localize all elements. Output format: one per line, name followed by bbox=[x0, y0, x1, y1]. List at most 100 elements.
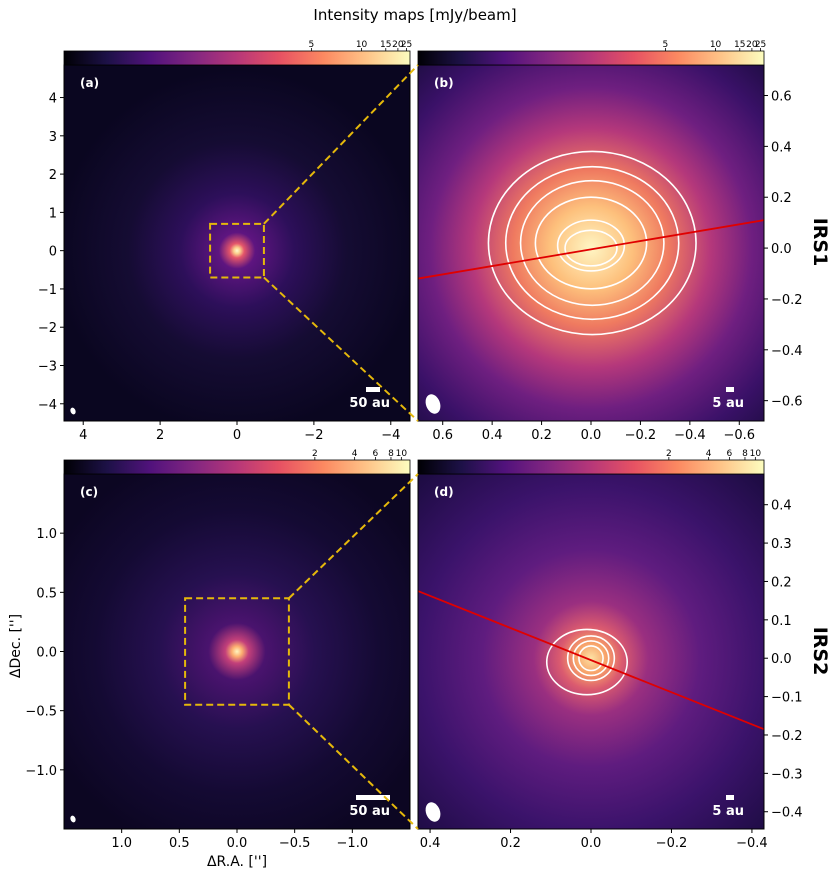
y-tick-a-4: 0 bbox=[49, 245, 57, 260]
contour-b-1 bbox=[504, 165, 680, 321]
connector-top-c-d bbox=[288, 473, 419, 599]
scale-bar-d bbox=[726, 795, 734, 800]
colorbar-tick-c-3: 8 bbox=[388, 449, 394, 459]
x-tick-b-5: −0.4 bbox=[674, 428, 706, 443]
x-tick-a-4: −4 bbox=[381, 428, 400, 443]
y-tick-c-1: 0.5 bbox=[36, 586, 57, 601]
x-tick-c-4: −1.0 bbox=[337, 836, 369, 851]
colorbar-tick-b-4: 25 bbox=[755, 40, 766, 50]
contour-d-3 bbox=[578, 645, 604, 672]
y-tick-d-1: 0.3 bbox=[771, 537, 792, 552]
panel-d: (d) 5 au 2 4 6 8 10 0.4 0.2 0.0 −0.2 −0.4 0.4 0.3 0.2 0… bbox=[417, 449, 803, 851]
colorbar-tick-b-3: 20 bbox=[746, 40, 758, 50]
colorbar-tick-d-4: 10 bbox=[750, 449, 762, 459]
beam-c bbox=[70, 815, 76, 823]
zoom-connectors bbox=[263, 64, 419, 830]
y-tick-d-5: −0.1 bbox=[771, 691, 803, 706]
y-tick-b-6: −0.6 bbox=[771, 395, 803, 410]
figure-title: Intensity maps [mJy/beam] bbox=[313, 6, 516, 24]
y-tick-a-7: −3 bbox=[38, 359, 57, 374]
y-tick-d-7: −0.3 bbox=[771, 767, 803, 782]
beam-d bbox=[425, 802, 441, 822]
x-tick-b-4: −0.2 bbox=[625, 428, 657, 443]
colorbar-tick-d-0: 2 bbox=[666, 449, 672, 459]
colorbar-tick-d-3: 8 bbox=[742, 449, 748, 459]
x-tick-d-0: 0.4 bbox=[420, 836, 441, 851]
x-tick-a-3: −2 bbox=[304, 428, 323, 443]
x-tick-b-6: −0.6 bbox=[723, 428, 755, 443]
colorbar-tick-b-2: 15 bbox=[734, 40, 745, 50]
x-tick-d-3: −0.2 bbox=[656, 836, 688, 851]
x-tick-c-2: 0.0 bbox=[227, 836, 248, 851]
zoom-box-c bbox=[184, 597, 290, 706]
intensity-map-a bbox=[64, 65, 410, 421]
colorbar-tick-c-2: 6 bbox=[373, 449, 379, 459]
colorbar-d bbox=[417, 459, 765, 475]
scale-bar-a bbox=[366, 387, 380, 392]
contours-b bbox=[487, 150, 697, 336]
y-tick-a-6: −2 bbox=[38, 321, 57, 336]
row-label-irs2: IRS2 bbox=[809, 627, 830, 676]
y-tick-c-3: −0.5 bbox=[25, 705, 57, 720]
scale-bar-b bbox=[726, 387, 734, 392]
x-tick-a-0: 4 bbox=[79, 428, 87, 443]
zoom-box-a bbox=[209, 222, 265, 279]
panel-label-d: (d) bbox=[434, 485, 454, 499]
y-tick-a-8: −4 bbox=[38, 398, 57, 413]
y-tick-a-3: 1 bbox=[49, 206, 57, 221]
connector-top-a-b bbox=[263, 64, 419, 225]
scale-bar-c bbox=[356, 795, 390, 800]
contour-b-4 bbox=[556, 219, 626, 272]
y-tick-b-2: 0.2 bbox=[771, 191, 792, 206]
axis-line-b bbox=[418, 219, 764, 280]
x-axis-label: ΔR.A. [''] bbox=[207, 854, 267, 870]
colorbar-tick-a-3: 20 bbox=[392, 40, 404, 50]
panel-label-a: (a) bbox=[80, 76, 99, 90]
x-tick-a-1: 2 bbox=[156, 428, 164, 443]
colorbar-tick-b-1: 10 bbox=[710, 40, 722, 50]
y-tick-b-4: −0.2 bbox=[771, 293, 803, 308]
y-tick-a-1: 3 bbox=[49, 130, 57, 145]
colorbar-tick-c-0: 2 bbox=[312, 449, 318, 459]
scale-bar-label-a: 50 au bbox=[349, 396, 390, 411]
contour-b-0 bbox=[487, 150, 697, 336]
contour-b-5 bbox=[564, 229, 618, 267]
contour-b-3 bbox=[534, 196, 648, 290]
contours-d bbox=[545, 628, 629, 696]
y-tick-b-0: 0.6 bbox=[771, 90, 792, 105]
row-label-irs1: IRS1 bbox=[809, 218, 830, 267]
scale-bar-label-b: 5 au bbox=[712, 396, 744, 411]
y-tick-b-5: −0.4 bbox=[771, 344, 803, 359]
contour-b-2 bbox=[519, 179, 665, 307]
contour-d-2 bbox=[572, 640, 610, 677]
intensity-map-d bbox=[418, 474, 764, 829]
x-tick-d-2: 0.0 bbox=[581, 836, 602, 851]
y-tick-c-2: 0.0 bbox=[36, 646, 57, 661]
colorbar-tick-a-1: 10 bbox=[356, 40, 368, 50]
panel-label-c: (c) bbox=[80, 485, 98, 499]
y-tick-b-1: 0.4 bbox=[771, 140, 792, 155]
y-tick-d-6: −0.2 bbox=[771, 729, 803, 744]
panel-c: (c) 50 au 2 4 6 8 10 1.0 0.5 0.0 −0.5 −1.0 1.0 0.5 0.0… bbox=[25, 449, 411, 851]
colorbar-b bbox=[417, 50, 765, 66]
colorbar-tick-a-4: 25 bbox=[401, 40, 412, 50]
y-tick-d-3: 0.1 bbox=[771, 614, 792, 629]
connector-bottom-c-d bbox=[288, 704, 419, 830]
x-tick-b-0: 0.6 bbox=[432, 428, 453, 443]
x-tick-a-2: 0 bbox=[233, 428, 241, 443]
connector-bottom-a-b bbox=[263, 276, 419, 422]
colorbar-c bbox=[63, 459, 411, 475]
intensity-map-b bbox=[418, 65, 764, 421]
colorbar-tick-d-2: 6 bbox=[727, 449, 733, 459]
x-tick-c-0: 1.0 bbox=[111, 836, 132, 851]
scale-bar-label-d: 5 au bbox=[712, 804, 744, 819]
x-tick-b-1: 0.4 bbox=[482, 428, 503, 443]
beam-b bbox=[425, 394, 441, 414]
colorbar-tick-c-1: 4 bbox=[352, 449, 358, 459]
y-tick-c-4: −1.0 bbox=[25, 764, 57, 779]
x-tick-d-4: −0.4 bbox=[736, 836, 768, 851]
colorbar-a bbox=[63, 50, 411, 66]
